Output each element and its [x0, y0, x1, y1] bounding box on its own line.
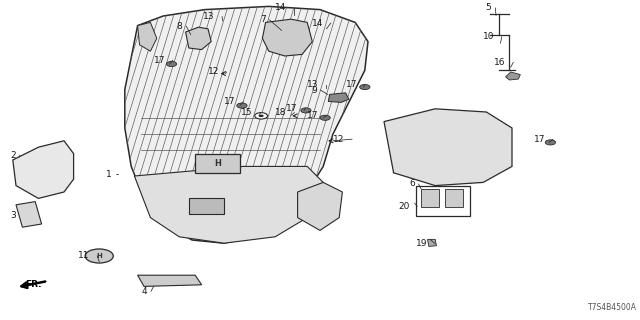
Polygon shape — [428, 239, 436, 246]
Text: 5: 5 — [486, 4, 492, 12]
Polygon shape — [13, 141, 74, 198]
Polygon shape — [186, 27, 211, 50]
Polygon shape — [384, 109, 512, 186]
Text: 10: 10 — [483, 32, 494, 41]
Circle shape — [301, 108, 311, 113]
Text: 9: 9 — [311, 86, 317, 95]
Text: H: H — [97, 253, 102, 259]
Polygon shape — [328, 93, 349, 102]
Text: 7: 7 — [260, 15, 266, 24]
Text: FR.: FR. — [25, 280, 42, 289]
Text: 13: 13 — [203, 12, 214, 21]
Text: 1: 1 — [106, 170, 112, 179]
Polygon shape — [262, 19, 312, 56]
Circle shape — [85, 249, 113, 263]
Text: 14: 14 — [275, 4, 287, 12]
Text: 11: 11 — [78, 252, 90, 260]
Bar — [416, 186, 470, 216]
Polygon shape — [125, 6, 368, 243]
Circle shape — [545, 140, 556, 145]
Polygon shape — [506, 72, 520, 80]
Text: 17: 17 — [224, 97, 236, 106]
Text: 18: 18 — [275, 108, 287, 117]
Polygon shape — [134, 166, 323, 243]
Text: 16: 16 — [494, 58, 506, 67]
Circle shape — [320, 115, 330, 120]
Text: 15: 15 — [241, 108, 253, 117]
Circle shape — [255, 113, 268, 119]
Text: 17: 17 — [154, 56, 165, 65]
Text: 13: 13 — [307, 80, 319, 89]
Text: 3: 3 — [10, 211, 16, 220]
Circle shape — [259, 115, 264, 117]
Text: 17: 17 — [307, 111, 319, 120]
Text: 8: 8 — [177, 22, 182, 31]
Text: 4: 4 — [141, 287, 147, 296]
Bar — [445, 189, 463, 207]
Text: 17: 17 — [346, 80, 357, 89]
Text: 19: 19 — [416, 239, 428, 248]
Text: 2: 2 — [10, 151, 16, 160]
Bar — [189, 198, 224, 214]
Circle shape — [360, 84, 370, 90]
Text: 12: 12 — [333, 135, 344, 144]
Polygon shape — [298, 182, 342, 230]
Text: 14: 14 — [312, 19, 323, 28]
Polygon shape — [138, 275, 202, 286]
Text: 12: 12 — [207, 68, 219, 76]
Polygon shape — [138, 22, 157, 51]
Text: 20: 20 — [398, 202, 410, 211]
Text: H: H — [214, 159, 221, 168]
Text: T7S4B4500A: T7S4B4500A — [588, 303, 637, 312]
Text: 17: 17 — [534, 135, 545, 144]
Polygon shape — [16, 202, 42, 227]
Text: 17: 17 — [286, 104, 298, 113]
Circle shape — [166, 61, 177, 67]
Text: 6: 6 — [409, 180, 415, 188]
Bar — [421, 189, 439, 207]
Bar — [195, 154, 240, 173]
Circle shape — [237, 103, 247, 108]
